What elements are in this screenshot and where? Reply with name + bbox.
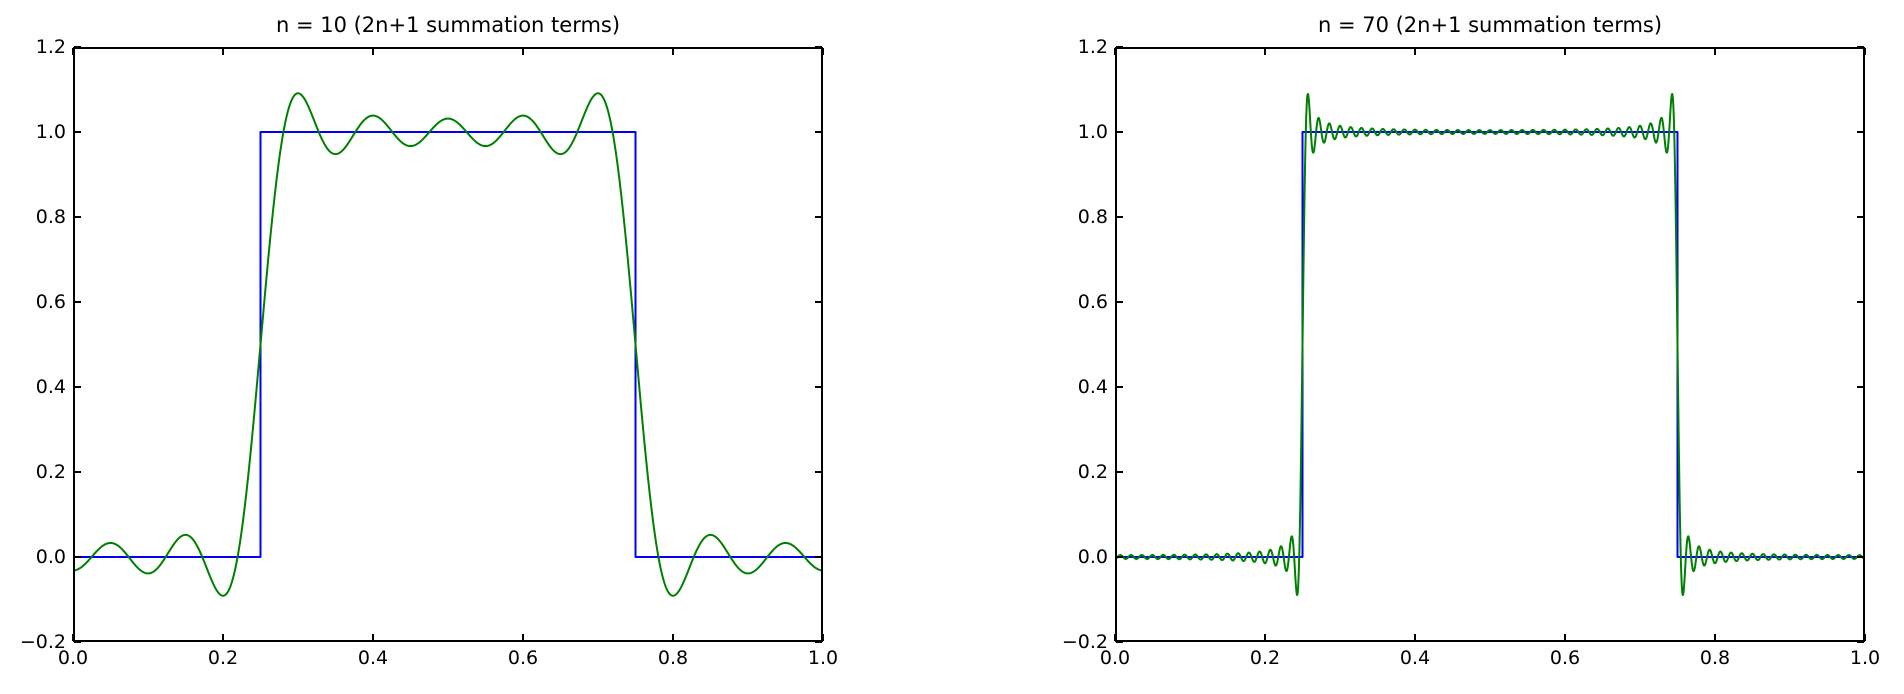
plot-title-n70: n = 70 (2n+1 summation terms): [1317, 13, 1663, 37]
y-tick-label: 0.8: [1077, 206, 1108, 228]
y-tick-label: −0.2: [19, 631, 66, 653]
square-wave-line: [73, 131, 823, 558]
x-tick-label: 0.2: [1249, 647, 1281, 669]
y-tick-label: 0.4: [1077, 376, 1108, 398]
x-tick-label: 0.6: [1549, 647, 1581, 669]
fourier-sum-line: [1114, 93, 1866, 596]
x-tick-label: 0.6: [507, 647, 539, 669]
y-tick-label: 1.2: [35, 36, 66, 58]
y-tick-label: 1.0: [35, 121, 66, 143]
square-wave-line: [1115, 131, 1865, 558]
y-tick-label: 0.2: [35, 461, 66, 483]
y-tick-label: 0.8: [35, 206, 66, 228]
y-tick-label: 0.0: [35, 546, 66, 568]
x-tick-label: 1.0: [807, 647, 839, 669]
subplot-n70: n = 70 (2n+1 summation terms) 0.0 0.2 0.4 0…: [1062, 13, 1880, 669]
axes-frame: [73, 47, 823, 642]
y-tick-label: 0.4: [35, 376, 66, 398]
x-tick-label: 0.8: [1699, 647, 1731, 669]
y-tick-label: 1.2: [1077, 36, 1108, 58]
x-tick-label: 0.4: [357, 647, 389, 669]
y-tick-label: 0.6: [35, 291, 66, 313]
fourier-sum-line: [72, 92, 824, 597]
x-tick-label: 0.0: [1099, 647, 1131, 669]
x-tick-label: 0.2: [207, 647, 239, 669]
plot-canvas-n10: [72, 46, 824, 643]
subplot-n10: n = 10 (2n+1 summation terms) 0.0 0.2 0.4 0…: [20, 13, 838, 669]
y-tick-label: −0.2: [1061, 631, 1108, 653]
x-tick-label: 1.0: [1849, 647, 1881, 669]
x-tick-label: 0.8: [657, 647, 689, 669]
x-tick-label: 0.0: [57, 647, 89, 669]
axes-frame: [1115, 47, 1865, 642]
plot-title-n10: n = 10 (2n+1 summation terms): [275, 13, 621, 37]
y-tick-label: 1.0: [1077, 121, 1108, 143]
tick-marks: [72, 46, 824, 643]
y-tick-label: 0.6: [1077, 291, 1108, 313]
plot-canvas-n70: [1114, 46, 1866, 643]
y-tick-label: 0.0: [1077, 546, 1108, 568]
x-tick-label: 0.4: [1399, 647, 1431, 669]
y-tick-label: 0.2: [1077, 461, 1108, 483]
